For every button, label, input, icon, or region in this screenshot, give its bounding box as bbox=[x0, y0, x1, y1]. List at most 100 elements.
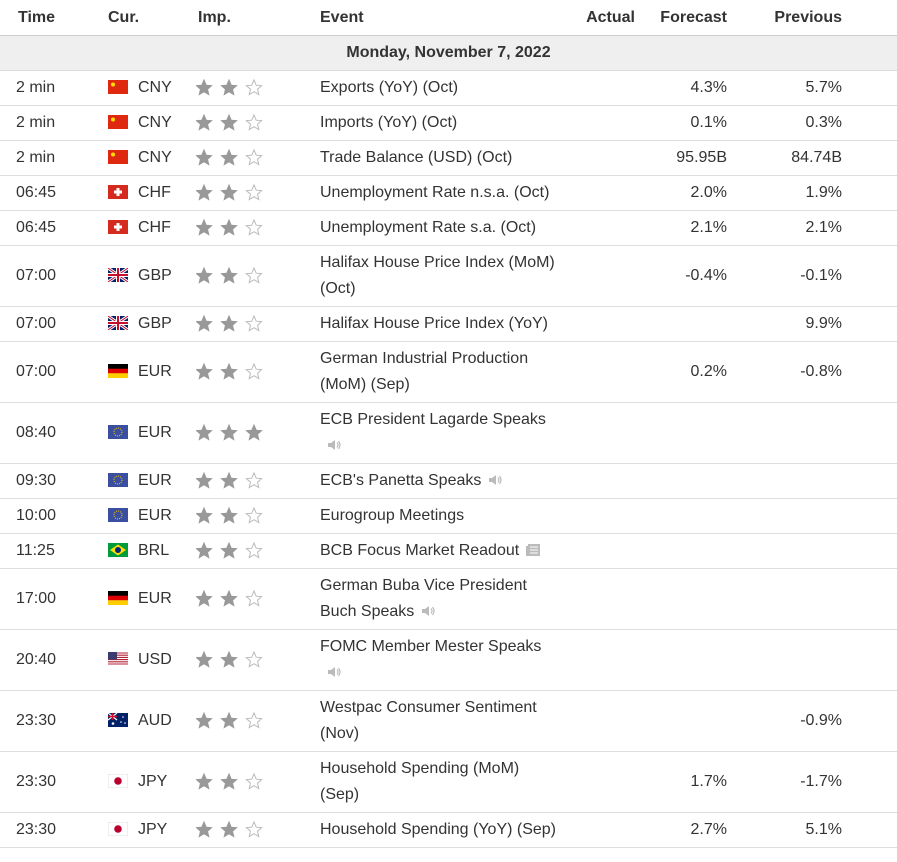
importance-cell bbox=[190, 463, 312, 499]
importance-stars bbox=[195, 362, 263, 380]
event-row[interactable]: 11:25 BRL BCB Focus Market Readout bbox=[0, 533, 897, 569]
currency-cell: JPY bbox=[100, 812, 190, 848]
time-cell: 17:00 bbox=[0, 568, 100, 630]
spacer-cell bbox=[850, 751, 897, 813]
flag-icon bbox=[107, 266, 129, 284]
event-name[interactable]: FOMC Member Mester Speaks bbox=[320, 638, 542, 655]
event-name[interactable]: Imports (YoY) (Oct) bbox=[320, 114, 458, 131]
currency-cell: EUR bbox=[100, 498, 190, 534]
event-name[interactable]: Unemployment Rate n.s.a. (Oct) bbox=[320, 184, 550, 201]
flag-icon bbox=[108, 80, 128, 94]
event-row[interactable]: 07:00 EUR German Industrial Production (Mo… bbox=[0, 341, 897, 403]
flag-icon bbox=[108, 425, 128, 439]
importance-cell bbox=[190, 306, 312, 342]
currency-code: CNY bbox=[138, 79, 172, 96]
forecast-cell: 0.1% bbox=[640, 105, 735, 141]
currency-cell: CHF bbox=[100, 175, 190, 211]
importance-cell bbox=[190, 629, 312, 691]
currency-code: CNY bbox=[138, 114, 172, 131]
event-name[interactable]: Unemployment Rate s.a. (Oct) bbox=[320, 219, 537, 236]
importance-stars bbox=[195, 148, 263, 166]
flag-icon bbox=[108, 115, 128, 129]
event-name[interactable]: Trade Balance (USD) (Oct) bbox=[320, 149, 513, 166]
document-icon bbox=[526, 544, 541, 556]
event-cell: Halifax House Price Index (YoY) bbox=[312, 306, 568, 342]
event-row[interactable]: 07:00 GBP Halifax House Price Index (YoY) 9… bbox=[0, 306, 897, 342]
event-name[interactable]: Halifax House Price Index (MoM) (Oct) bbox=[320, 254, 555, 297]
date-row: Monday, November 7, 2022 bbox=[0, 35, 897, 71]
event-row[interactable]: 08:40 EUR ECB President Lagarde Speaks bbox=[0, 402, 897, 464]
event-row[interactable]: 2 min CNY Exports (YoY) (Oct) 4.3% 5.7% bbox=[0, 70, 897, 106]
importance-cell bbox=[190, 245, 312, 307]
event-name[interactable]: ECB President Lagarde Speaks bbox=[320, 411, 546, 428]
spacer-cell bbox=[850, 140, 897, 176]
actual-cell bbox=[568, 306, 640, 342]
event-name[interactable]: Household Spending (MoM) (Sep) bbox=[320, 760, 520, 803]
event-row[interactable]: 09:30 EUR ECB's Panetta Speaks bbox=[0, 463, 897, 499]
spacer-cell bbox=[850, 402, 897, 464]
event-row[interactable]: 2 min CNY Trade Balance (USD) (Oct) 95.95B 8… bbox=[0, 140, 897, 176]
event-row[interactable]: 10:00 EUR Eurogroup Meetings bbox=[0, 498, 897, 534]
currency-cell: CNY bbox=[100, 70, 190, 106]
actual-cell bbox=[568, 533, 640, 569]
currency-code: EUR bbox=[138, 424, 172, 441]
actual-cell bbox=[568, 463, 640, 499]
previous-cell: 5.7% bbox=[735, 70, 850, 106]
event-row[interactable]: 06:45 CHF Unemployment Rate s.a. (Oct) 2.1%… bbox=[0, 210, 897, 246]
currency-code: EUR bbox=[138, 590, 172, 607]
importance-stars bbox=[195, 506, 263, 524]
event-name[interactable]: Exports (YoY) (Oct) bbox=[320, 79, 459, 96]
previous-cell bbox=[735, 629, 850, 691]
forecast-cell bbox=[640, 463, 735, 499]
event-name[interactable]: Halifax House Price Index (YoY) bbox=[320, 315, 548, 332]
event-name[interactable]: BCB Focus Market Readout bbox=[320, 542, 520, 559]
event-name[interactable]: German Industrial Production (MoM) (Sep) bbox=[320, 350, 529, 393]
event-row[interactable]: 2 min CNY Imports (YoY) (Oct) 0.1% 0.3% bbox=[0, 105, 897, 141]
header-cell: Previous bbox=[735, 0, 850, 36]
flag-icon bbox=[108, 473, 128, 487]
previous-cell: -0.1% bbox=[735, 245, 850, 307]
header-cell: Imp. bbox=[190, 0, 312, 36]
spacer-cell bbox=[850, 210, 897, 246]
event-cell: Trade Balance (USD) (Oct) bbox=[312, 140, 568, 176]
currency-code: AUD bbox=[138, 712, 172, 729]
header-cell: Actual bbox=[568, 0, 640, 36]
event-row[interactable]: 17:00 EUR German Buba Vice President Buch … bbox=[0, 568, 897, 630]
importance-stars bbox=[195, 650, 263, 668]
importance-stars bbox=[195, 711, 263, 729]
event-cell: Exports (YoY) (Oct) bbox=[312, 70, 568, 106]
event-name[interactable]: German Buba Vice President Buch Speaks bbox=[320, 577, 527, 620]
forecast-cell bbox=[640, 498, 735, 534]
previous-cell: -0.9% bbox=[735, 690, 850, 752]
event-row[interactable]: 06:45 CHF Unemployment Rate n.s.a. (Oct) 2.… bbox=[0, 175, 897, 211]
actual-cell bbox=[568, 245, 640, 307]
event-row[interactable]: 23:30 JPY Household Spending (MoM) (Sep) 1.… bbox=[0, 751, 897, 813]
previous-cell: -0.8% bbox=[735, 341, 850, 403]
event-cell: Halifax House Price Index (MoM) (Oct) bbox=[312, 245, 568, 307]
table-body: Monday, November 7, 2022 2 min CNY Exports… bbox=[0, 35, 897, 848]
event-row[interactable]: 07:00 GBP Halifax House Price Index (MoM) … bbox=[0, 245, 897, 307]
event-row[interactable]: 23:30 JPY Household Spending (YoY) (Sep) 2.… bbox=[0, 812, 897, 848]
event-name[interactable]: Household Spending (YoY) (Sep) bbox=[320, 821, 557, 838]
importance-cell bbox=[190, 70, 312, 106]
event-name[interactable]: Westpac Consumer Sentiment (Nov) bbox=[320, 699, 537, 742]
event-row[interactable]: 23:30 AUD Westpac Consumer Sentiment (Nov)… bbox=[0, 690, 897, 752]
event-cell: Household Spending (MoM) (Sep) bbox=[312, 751, 568, 813]
actual-cell bbox=[568, 70, 640, 106]
flag-icon bbox=[108, 508, 128, 522]
event-cell: ECB's Panetta Speaks bbox=[312, 463, 568, 499]
event-name[interactable]: Eurogroup Meetings bbox=[320, 507, 465, 524]
importance-cell bbox=[190, 690, 312, 752]
flag-icon bbox=[107, 314, 129, 332]
spacer-cell bbox=[850, 175, 897, 211]
flag-icon bbox=[108, 543, 128, 557]
spacer-cell bbox=[850, 105, 897, 141]
time-cell: 11:25 bbox=[0, 533, 100, 569]
importance-cell bbox=[190, 402, 312, 464]
time-cell: 2 min bbox=[0, 105, 100, 141]
spacer-cell bbox=[850, 629, 897, 691]
event-name[interactable]: ECB's Panetta Speaks bbox=[320, 472, 482, 489]
actual-cell bbox=[568, 210, 640, 246]
event-row[interactable]: 20:40 USD FOMC Member Mester Speaks bbox=[0, 629, 897, 691]
